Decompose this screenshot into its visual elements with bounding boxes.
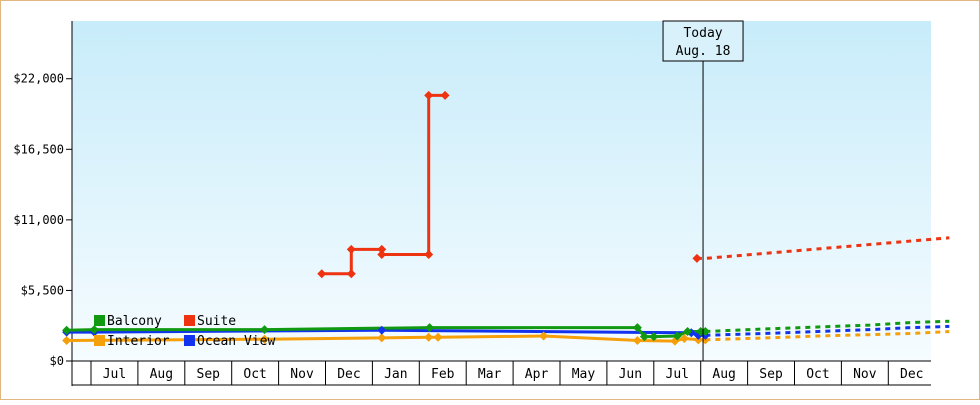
- suite-point: [377, 244, 387, 254]
- suite-point: [440, 90, 450, 100]
- legend-label-ocean-view: Ocean View: [197, 334, 275, 349]
- balcony-point: [260, 325, 270, 335]
- suite-point: [346, 269, 356, 279]
- month-label: Oct: [243, 367, 266, 382]
- legend-label-interior: Interior: [107, 334, 170, 349]
- balcony-point: [62, 325, 72, 335]
- ocean-view-point: [377, 325, 387, 335]
- interior-forecast-line: [705, 330, 950, 342]
- month-label: Jul: [103, 367, 126, 382]
- month-label: Sep: [197, 367, 221, 382]
- y-tick-label: $22,000: [13, 72, 64, 86]
- today-label: Today: [683, 26, 722, 41]
- plot-area-background: [72, 21, 931, 361]
- interior-point: [433, 332, 443, 342]
- month-label: Jul: [666, 367, 689, 382]
- y-tick-label: $11,000: [13, 213, 64, 227]
- interior-point: [62, 335, 72, 345]
- interior-point: [539, 331, 549, 341]
- month-label: Sep: [759, 367, 783, 382]
- interior-point: [260, 334, 270, 344]
- balcony-point: [683, 326, 693, 336]
- balcony-point: [632, 323, 642, 333]
- interior-point: [424, 332, 434, 342]
- suite-point: [692, 253, 702, 263]
- legend-label-suite: Suite: [197, 314, 236, 329]
- interior-point: [679, 334, 689, 344]
- balcony-point: [639, 332, 649, 342]
- interior-point: [632, 335, 642, 345]
- legend-swatch-interior: [94, 335, 105, 346]
- month-label: Jun: [619, 367, 642, 382]
- month-label: Dec: [337, 367, 360, 382]
- month-label: Aug: [712, 367, 735, 382]
- suite-point: [424, 90, 434, 100]
- balcony-forecast-line: [705, 319, 950, 333]
- y-tick-label: $16,500: [13, 142, 64, 156]
- y-tick-label: $0: [50, 354, 64, 368]
- balcony-point: [89, 325, 99, 335]
- suite-point: [377, 250, 387, 260]
- month-label: Apr: [525, 367, 549, 382]
- suite-point: [317, 269, 327, 279]
- ocean-view-forecast-line: [705, 324, 950, 337]
- legend-label-balcony: Balcony: [107, 314, 162, 329]
- month-label: Feb: [431, 367, 455, 382]
- suite-point: [424, 250, 434, 260]
- month-label: Nov: [853, 367, 877, 382]
- month-label: May: [572, 367, 596, 382]
- today-marker-box: [662, 20, 744, 62]
- balcony-point: [649, 332, 659, 342]
- month-label: Mar: [478, 367, 502, 382]
- legend-swatch-balcony: [94, 315, 105, 326]
- month-label: Dec: [900, 367, 923, 382]
- month-label: Oct: [806, 367, 829, 382]
- month-label: Jan: [384, 367, 407, 382]
- today-date-label: Aug. 18: [676, 44, 731, 59]
- balcony-point: [425, 323, 435, 333]
- interior-point: [377, 333, 387, 343]
- balcony-point: [672, 331, 682, 341]
- legend-swatch-suite: [184, 315, 195, 326]
- legend-swatch-ocean-view: [184, 335, 195, 346]
- y-tick-label: $5,500: [21, 283, 64, 297]
- month-label: Aug: [150, 367, 173, 382]
- suite-point: [346, 244, 356, 254]
- month-label: Nov: [290, 367, 314, 382]
